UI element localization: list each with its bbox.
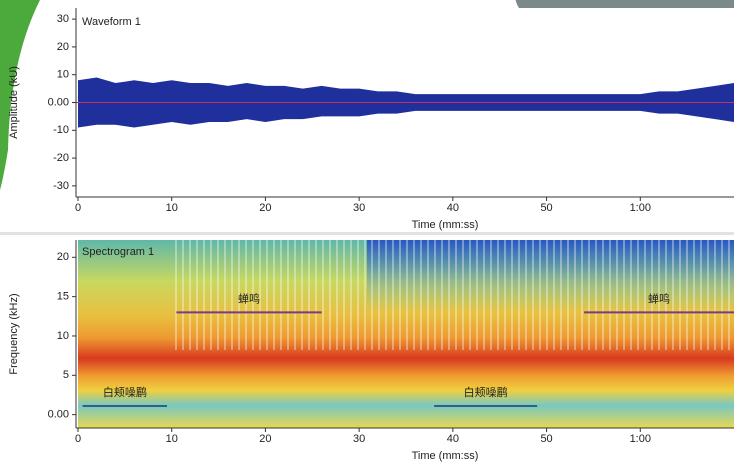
- y-tick-label: 15: [57, 291, 69, 303]
- panel-divider: [0, 232, 734, 235]
- annotation-label: 蝉鸣: [648, 291, 670, 305]
- spectrogram-texture: [170, 240, 734, 350]
- y-tick-label: 0.00: [48, 409, 69, 421]
- y-tick-label: -10: [53, 124, 69, 136]
- y-tick-label: 20: [57, 251, 69, 263]
- y-tick-label: 10: [57, 330, 69, 342]
- y-tick-label: -20: [53, 152, 69, 164]
- x-tick-label: 30: [353, 433, 365, 445]
- annotation-label: 白颊噪鹛: [103, 385, 147, 399]
- panel-title: Spectrogram 1: [82, 246, 154, 258]
- spectrogram-image: [78, 240, 734, 428]
- waveform-envelope: [78, 102, 734, 128]
- x-tick-label: 1:00: [630, 433, 651, 445]
- x-tick-label: 0: [75, 202, 81, 214]
- y-tick-label: 30: [57, 13, 69, 25]
- y-axis-title: Frequency (kHz): [8, 293, 20, 374]
- y-axis-title: Amplitude (kU): [8, 66, 20, 139]
- x-tick-label: 10: [166, 433, 178, 445]
- x-tick-label: 40: [447, 433, 459, 445]
- x-axis-title: Time (mm:ss): [412, 219, 479, 231]
- decor-green: [0, 0, 40, 190]
- waveform-envelope: [78, 77, 734, 103]
- y-tick-label: 5: [63, 369, 69, 381]
- x-tick-label: 20: [259, 202, 271, 214]
- x-tick-label: 0: [75, 433, 81, 445]
- x-tick-label: 50: [540, 202, 552, 214]
- x-tick-label: 20: [259, 433, 271, 445]
- panel-title: Waveform 1: [82, 16, 141, 28]
- y-tick-label: 10: [57, 69, 69, 81]
- x-tick-label: 30: [353, 202, 365, 214]
- annotation-label: 蝉鸣: [238, 291, 260, 305]
- y-tick-label: -30: [53, 180, 69, 192]
- annotation-label: 白颊噪鹛: [464, 385, 508, 399]
- x-tick-label: 40: [447, 202, 459, 214]
- x-axis-title: Time (mm:ss): [412, 450, 479, 462]
- x-tick-label: 1:00: [630, 202, 651, 214]
- x-tick-label: 10: [166, 202, 178, 214]
- y-tick-label: 0.00: [48, 96, 69, 108]
- y-tick-label: 20: [57, 41, 69, 53]
- x-tick-label: 50: [540, 433, 552, 445]
